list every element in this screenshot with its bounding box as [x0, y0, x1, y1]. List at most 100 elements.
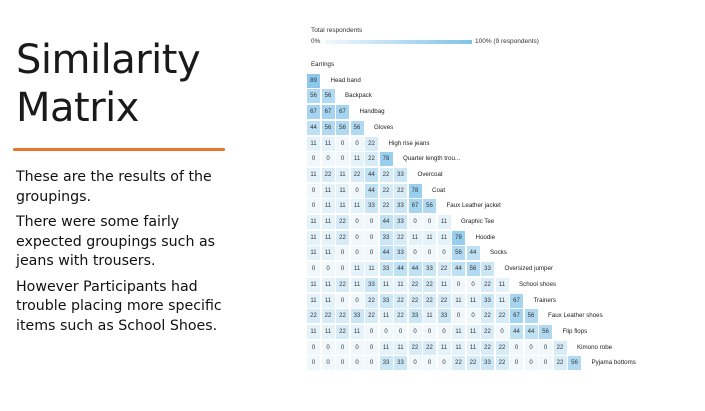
matrix-cell: 0	[379, 324, 393, 339]
matrix-cell: 11	[350, 199, 364, 214]
matrix-cell: 22	[321, 309, 335, 324]
matrix-row-label: Kimono robe	[577, 343, 613, 351]
matrix-cell: 0	[423, 246, 436, 261]
matrix-cell: 11	[437, 340, 451, 355]
matrix-cell: 0	[437, 324, 451, 339]
matrix-cell: 0	[365, 215, 378, 229]
matrix-cell: 22	[336, 309, 349, 324]
matrix-cell: 33	[394, 356, 407, 371]
matrix-cell: 22	[379, 183, 393, 198]
matrix-cell: 11	[321, 324, 335, 339]
matrix-cell: 22	[481, 340, 494, 355]
matrix-cell: 22	[336, 324, 349, 339]
matrix-cell: 33	[437, 309, 451, 324]
matrix-cell: 0	[495, 324, 509, 339]
matrix-cell: 11	[321, 183, 335, 198]
matrix-cell: 0	[365, 230, 378, 245]
matrix-cell: 0	[350, 230, 364, 245]
matrix-cell: 44	[408, 262, 422, 277]
matrix-cell: 0	[365, 356, 378, 371]
matrix-row-label: Head band	[330, 76, 361, 84]
matrix-cell: 0	[350, 215, 364, 229]
matrix-cell: 56	[307, 89, 320, 104]
matrix-cell: 22	[365, 136, 378, 151]
matrix-cell: 0	[350, 246, 364, 261]
legend-max-label: 100% (9 respondents)	[475, 38, 539, 45]
matrix-cell: 44	[379, 215, 393, 229]
matrix-cell: 11	[336, 183, 349, 198]
matrix-cell: 11	[423, 309, 436, 324]
matrix-row-label: Oversized jumper	[504, 265, 554, 273]
matrix-cell: 22	[394, 309, 407, 324]
matrix-row-label: Graphic Tee	[461, 218, 495, 225]
matrix-cell: 11	[321, 199, 335, 214]
matrix-cell: 78	[408, 183, 422, 198]
matrix-cell: 0	[307, 262, 320, 277]
matrix-cell: 22	[423, 340, 436, 355]
matrix-cell: 0	[510, 340, 523, 355]
matrix-cell: 56	[568, 356, 581, 371]
matrix-cell: 22	[365, 293, 378, 308]
similarity-matrix-panel: Total respondents 0% 100% (9 respondents…	[306, 23, 662, 385]
matrix-cell: 11	[379, 340, 393, 355]
matrix-cell: 0	[524, 340, 538, 355]
matrix-cell: 22	[495, 309, 509, 324]
matrix-cell: 11	[437, 215, 451, 229]
legend-gradient-bar	[325, 40, 472, 44]
matrix-cell: 11	[321, 215, 335, 229]
matrix-cell: 22	[350, 167, 364, 182]
matrix-cell: 33	[365, 277, 378, 292]
similarity-matrix-heatmap: Earrings 89 Head band 56 56 Backpack 67 67 67 Han…	[306, 23, 662, 385]
matrix-cell: 11	[307, 230, 320, 245]
matrix-cell: 22	[553, 340, 567, 355]
matrix-cell: 22	[321, 167, 335, 182]
matrix-cell: 22	[466, 356, 480, 371]
matrix-cell: 11	[466, 340, 480, 355]
matrix-cell: 11	[394, 277, 407, 292]
matrix-cell: 0	[350, 136, 364, 151]
matrix-cell: 11	[379, 309, 393, 324]
matrix-cell: 0	[408, 246, 422, 261]
slide-body-text: These are the results of the groupings. …	[16, 168, 238, 342]
body-paragraph: There were some fairly expected grouping…	[16, 214, 216, 269]
matrix-cell: 0	[437, 356, 451, 371]
matrix-cell: 22	[452, 356, 465, 371]
matrix-cell: 44	[466, 246, 480, 261]
matrix-cell: 0	[452, 277, 465, 292]
matrix-cell: 56	[350, 120, 364, 135]
matrix-cell: 11	[307, 215, 320, 229]
matrix-cell: 11	[350, 277, 364, 292]
matrix-cell: 33	[394, 246, 407, 261]
matrix-cell: 22	[495, 340, 509, 355]
matrix-cell: 22	[307, 309, 320, 324]
matrix-cell: 33	[481, 293, 494, 308]
matrix-cell: 11	[321, 136, 335, 151]
matrix-cell: 0	[321, 356, 335, 371]
matrix-cell: 78	[379, 152, 393, 167]
matrix-row-label: Faux Leather jacket	[446, 202, 501, 210]
matrix-cell: 11	[307, 324, 320, 339]
matrix-cell: 22	[495, 356, 509, 371]
matrix-cell: 0	[307, 199, 320, 214]
matrix-cell: 56	[336, 120, 349, 135]
matrix-cell: 22	[437, 293, 451, 308]
matrix-cell: 0	[466, 277, 480, 292]
matrix-row-label: Pyjama bottoms	[591, 359, 636, 367]
matrix-cell: 0	[307, 340, 320, 355]
slide-title-line-1: Similarity	[16, 37, 201, 83]
matrix-cell: 0	[408, 356, 422, 371]
matrix-cell: 22	[423, 277, 436, 292]
matrix-cell: 67	[408, 199, 422, 214]
matrix-cell: 67	[510, 293, 523, 308]
matrix-cell: 67	[510, 309, 523, 324]
matrix-cell: 67	[336, 105, 349, 120]
matrix-cell: 0	[350, 340, 364, 355]
matrix-cell: 11	[336, 199, 349, 214]
matrix-cell: 0	[350, 356, 364, 371]
matrix-cell: 22	[394, 293, 407, 308]
matrix-cell: 22	[481, 277, 494, 292]
matrix-cell: 11	[452, 293, 465, 308]
matrix-cell: 89	[307, 73, 320, 88]
matrix-cell: 11	[321, 230, 335, 245]
